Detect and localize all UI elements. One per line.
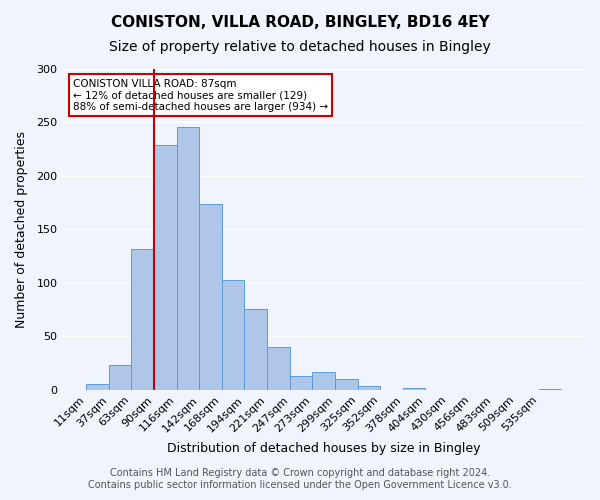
Bar [244,308,267,390]
X-axis label: Distribution of detached houses by size in Bingley: Distribution of detached houses by size … [167,442,481,455]
Bar [222,280,244,390]
Bar [335,379,358,390]
Bar [199,204,222,390]
Bar [290,376,313,390]
Bar [131,248,154,390]
Bar [539,389,561,390]
Bar [313,372,335,390]
Text: Size of property relative to detached houses in Bingley: Size of property relative to detached ho… [109,40,491,54]
Text: Contains HM Land Registry data © Crown copyright and database right 2024.
Contai: Contains HM Land Registry data © Crown c… [88,468,512,490]
Bar [267,347,290,390]
Text: CONISTON, VILLA ROAD, BINGLEY, BD16 4EY: CONISTON, VILLA ROAD, BINGLEY, BD16 4EY [110,15,490,30]
Bar [176,126,199,390]
Bar [154,145,176,390]
Bar [86,384,109,390]
Text: CONISTON VILLA ROAD: 87sqm
← 12% of detached houses are smaller (129)
88% of sem: CONISTON VILLA ROAD: 87sqm ← 12% of deta… [73,78,328,112]
Bar [403,388,425,390]
Bar [109,365,131,390]
Y-axis label: Number of detached properties: Number of detached properties [15,131,28,328]
Bar [358,386,380,390]
